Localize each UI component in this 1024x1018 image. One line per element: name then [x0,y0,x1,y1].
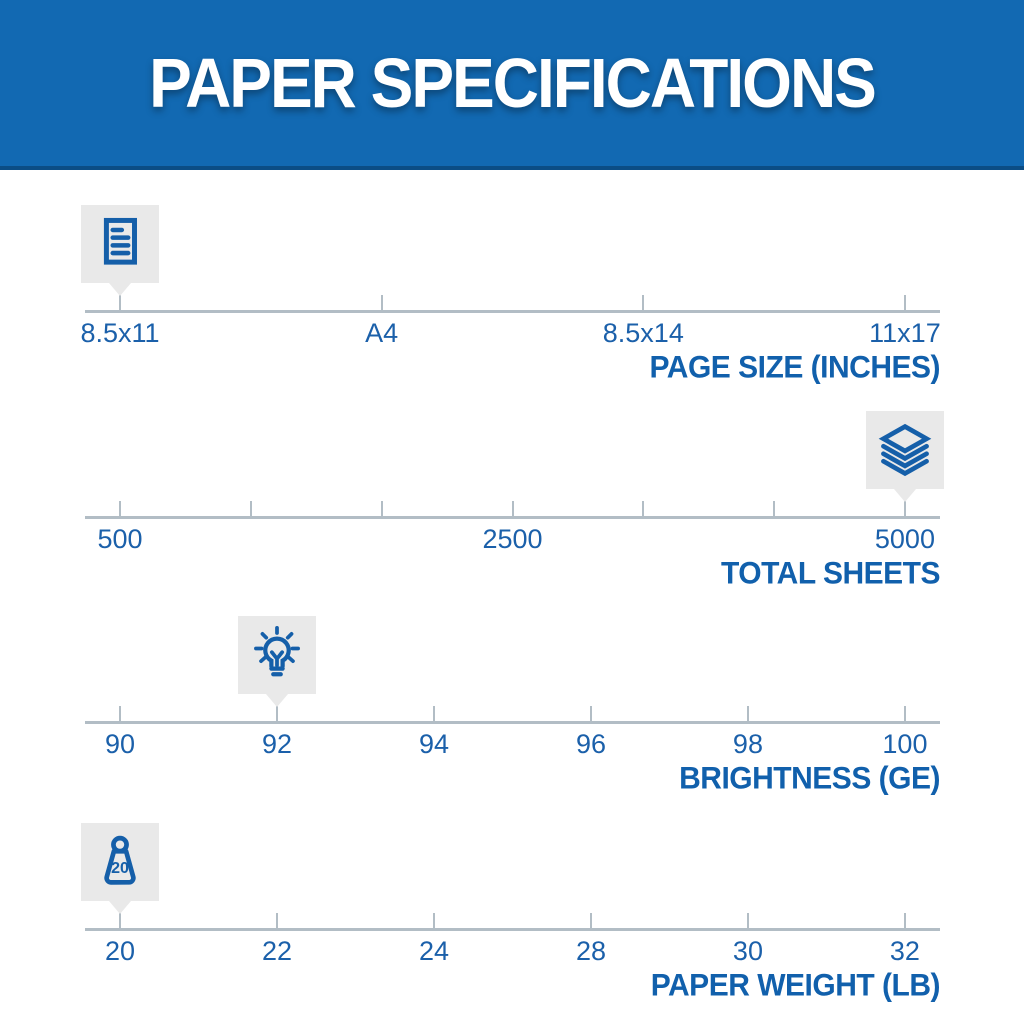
tick-label: 30 [732,936,763,966]
tick-mark [642,501,645,517]
tick-label: 8.5x11 [80,318,160,348]
tick-mark [511,501,514,517]
marker-pointer [893,489,916,502]
scale-title-paper-weight: PAPER WEIGHT (LB) [650,968,941,1003]
scale-title-brightness: BRIGHTNESS (GE) [679,761,940,796]
tick-label: 20 [105,936,136,966]
tick-mark [119,501,122,517]
tick-label: 22 [262,936,293,966]
tick-label: A4 [365,318,399,348]
tick-label: 32 [889,936,920,966]
tick-label: 28 [575,936,607,966]
scale-total-sheets: 500 2500 5000 TOTAL SHEETS [85,406,944,606]
marker-pointer [109,283,132,296]
tick-mark [433,913,435,929]
scale-rail [85,928,940,931]
scale-rail [85,310,940,313]
tick-label: 500 [97,524,143,554]
tick-mark [903,706,906,722]
tick-mark [119,913,122,929]
marker-paper-weight: 20 [81,823,160,914]
tick-mark [276,913,279,929]
tick-mark [589,913,592,929]
tick-label: 11x17 [869,318,941,348]
sheets-stack-icon [865,411,944,489]
lightbulb-icon [238,616,317,694]
tick-mark [642,295,645,311]
tick-mark [249,501,252,517]
tick-label: 8.5x14 [602,318,684,348]
tick-mark [746,706,749,722]
scale-rail [85,516,940,519]
marker-pointer [266,694,289,707]
scale-title-total-sheets: TOTAL SHEETS [720,556,941,591]
tick-mark [276,706,279,722]
scale-brightness: 90 92 94 96 98 100 BRIGHTNESS (GE) [85,611,940,811]
tick-label: 94 [418,729,450,759]
tick-label: 90 [105,729,136,759]
tick-mark [903,913,906,929]
marker-pointer [109,901,132,914]
tick-label: 5000 [874,524,935,554]
tick-mark [380,295,383,311]
tick-label: 98 [732,729,763,759]
tick-mark [746,913,749,929]
header-banner: PAPER SPECIFICATIONS [0,0,1024,170]
scale-rail [85,721,940,724]
tick-mark [433,706,435,722]
tick-mark [119,706,122,722]
tick-mark [380,501,383,517]
tick-label: 96 [575,729,607,759]
tick-label: 92 [262,729,293,759]
marker-total-sheets [865,411,944,502]
tick-label: 2500 [482,524,543,554]
marker-brightness [238,616,317,707]
tick-mark [903,295,906,311]
weight-icon: 20 [81,823,160,901]
scale-paper-weight: 20 22 24 28 30 32 20 PAPER WEIGHT (LB) [81,818,941,1018]
scale-page-size: 8.5x11 A4 8.5x14 11x17 PAGE SIZE (INCHES) [81,200,941,400]
tick-label: 24 [418,936,450,966]
tick-label: 100 [882,729,928,759]
tick-mark [119,295,122,311]
tick-mark [773,501,776,517]
marker-page-size [81,205,160,296]
page-title: PAPER SPECIFICATIONS [149,44,877,122]
weight-badge-value: 20 [111,860,129,877]
document-icon [81,205,160,283]
scale-title-page-size: PAGE SIZE (INCHES) [649,350,941,385]
tick-mark [903,501,906,517]
tick-mark [589,706,592,722]
